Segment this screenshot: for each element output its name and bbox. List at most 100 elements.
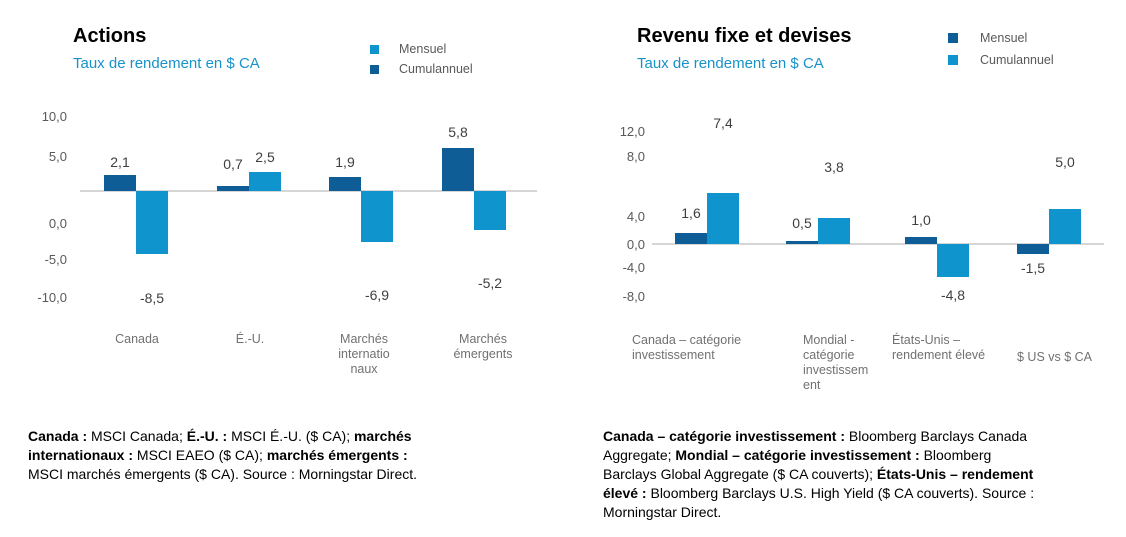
y-tick-label: 10,0 [41, 109, 67, 124]
legend-swatch-cumulannuel [370, 64, 379, 74]
legend-label-cumulannuel: Cumulannuel [980, 53, 1054, 67]
zero-axis-line [80, 190, 537, 192]
legend-item-cumulannuel: Cumulannuel [948, 53, 1054, 67]
y-tick-label: -4,0 [622, 260, 645, 275]
legend-item-cumulannuel: Cumulannuel [370, 62, 473, 76]
legend-swatch-cumulannuel [948, 55, 958, 65]
legend-label-mensuel: Mensuel [980, 31, 1028, 45]
footnote-text: Bloomberg [919, 447, 992, 463]
bar-mensuel-u [249, 172, 281, 191]
bar-mensuel-us-vs-ca [1017, 244, 1049, 254]
footnote-line: Barclays Global Aggregate ($ CA couverts… [603, 465, 1034, 484]
footnote-term: Canada – catégorie investissement : [603, 428, 845, 444]
value-label-mensuel-mondial-cat-gorie-investissement: 0,5 [792, 215, 812, 231]
footnote-term: internationaux : [28, 447, 134, 463]
y-tick-label: 0,0 [48, 216, 67, 231]
value-label-cumulannuel-us-vs-ca: 5,0 [1055, 154, 1075, 170]
footnote-text: Bloomberg Barclays U.S. High Yield ($ CA… [646, 485, 1035, 501]
bar-mensuel-canada-cat-gorie-investissement [675, 233, 707, 244]
chart-subtitle-actions: Taux de rendement en $ CA [73, 55, 260, 72]
category-label-march-s-internationaux: Marchés internatio naux [338, 332, 390, 376]
footnote-line: Aggregate; Mondial – catégorie investiss… [603, 446, 1034, 465]
bar-cumulannuel-canada-cat-gorie-investissement [707, 193, 739, 244]
bar-cumulannuel-tats-unis-rendement-lev [937, 244, 969, 277]
bar-cumulannuel-us-vs-ca [1049, 209, 1081, 244]
chart-subtitle-revenu-fixe: Taux de rendement en $ CA [637, 55, 824, 72]
bar-mensuel-canada [136, 191, 168, 254]
zero-axis-line [652, 243, 1104, 245]
footnote-line: élevé : Bloomberg Barclays U.S. High Yie… [603, 484, 1034, 503]
bar-cumulannuel-u [217, 186, 249, 191]
footnote-text: MSCI EAEO ($ CA); [133, 447, 267, 463]
category-label-mondial-cat-gorie-investissement: Mondial - catégorie investissem ent [803, 333, 869, 392]
legend-swatch-mensuel [370, 44, 379, 54]
footnote-term: É.-U. : [186, 428, 228, 444]
y-tick-label: 0,0 [626, 237, 645, 252]
value-label-mensuel-march-s-mergents: -5,2 [477, 275, 503, 291]
footnote-actions: Canada : MSCI Canada; É.-U. : MSCI É.-U.… [28, 427, 417, 484]
bar-mensuel-mondial-cat-gorie-investissement [786, 241, 818, 244]
chart-title-revenu-fixe: Revenu fixe et devises [637, 25, 852, 47]
footnote-line: Canada : MSCI Canada; É.-U. : MSCI É.-U.… [28, 427, 417, 446]
footnote-term: élevé : [603, 485, 647, 501]
y-tick-label: 12,0 [619, 124, 645, 139]
footnote-text: MSCI marchés émergents ($ CA). Source : … [28, 466, 418, 482]
value-label-mensuel-canada-cat-gorie-investissement: 1,6 [681, 205, 701, 221]
legend-item-mensuel: Mensuel [370, 42, 446, 56]
footnote-line: MSCI marchés émergents ($ CA). Source : … [28, 465, 417, 484]
footnote-line: Morningstar Direct. [603, 503, 1034, 522]
y-tick-label: 5,0 [48, 149, 67, 164]
value-label-cumulannuel-u: 0,7 [223, 156, 243, 172]
value-label-cumulannuel-march-s-internationaux: 1,9 [335, 154, 355, 170]
footnote-term: Canada : [28, 428, 88, 444]
footnote-revenu-fixe: Canada – catégorie investissement : Bloo… [603, 427, 1034, 522]
value-label-mensuel-u: 2,5 [255, 149, 275, 165]
bar-mensuel-tats-unis-rendement-lev [905, 237, 937, 244]
footnote-text: MSCI É.-U. ($ CA); [227, 428, 354, 444]
bar-cumulannuel-canada [104, 175, 136, 191]
category-label-canada-cat-gorie-investissement: Canada – catégorie investissement [632, 333, 742, 362]
category-label-march-s-mergents: Marchés émergents [453, 332, 513, 361]
value-label-cumulannuel-tats-unis-rendement-lev: -4,8 [940, 287, 966, 303]
footnote-term: marchés [353, 428, 412, 444]
category-label-us-vs-ca: $ US vs $ CA [1017, 350, 1093, 364]
value-label-mensuel-march-s-internationaux: -6,9 [364, 287, 390, 303]
footnote-text: MSCI Canada; [87, 428, 187, 444]
value-label-cumulannuel-canada-cat-gorie-investissement: 7,4 [713, 115, 733, 131]
bar-cumulannuel-mondial-cat-gorie-investissement [818, 218, 850, 244]
value-label-cumulannuel-canada: 2,1 [110, 154, 130, 170]
value-label-mensuel-tats-unis-rendement-lev: 1,0 [911, 212, 931, 228]
category-label-tats-unis-rendement-lev: États-Unis – rendement élevé [892, 333, 986, 362]
value-label-mensuel-canada: -8,5 [139, 290, 165, 306]
y-tick-label: -8,0 [622, 289, 645, 304]
footnote-text: Aggregate; [603, 447, 676, 463]
value-label-mensuel-us-vs-ca: -1,5 [1020, 260, 1046, 276]
category-label-canada: Canada [115, 332, 159, 346]
legend-item-mensuel: Mensuel [948, 31, 1027, 45]
footnote-text: Barclays Global Aggregate ($ CA couverts… [603, 466, 877, 482]
footnote-text: Morningstar Direct. [603, 504, 722, 520]
y-tick-label: -5,0 [44, 252, 67, 267]
bar-cumulannuel-march-s-mergents [442, 148, 474, 191]
bar-cumulannuel-march-s-internationaux [329, 177, 361, 191]
legend-label-mensuel: Mensuel [399, 42, 447, 56]
legend-swatch-mensuel [948, 33, 958, 43]
footnote-term: États-Unis – rendement [876, 466, 1034, 482]
footnote-term: marchés émergents : [266, 447, 408, 463]
footnote-line: Canada – catégorie investissement : Bloo… [603, 427, 1034, 446]
footnote-text: Bloomberg Barclays Canada [845, 428, 1028, 444]
category-label-u: É.-U. [235, 332, 265, 346]
legend-label-cumulannuel: Cumulannuel [399, 62, 473, 76]
footnote-line: internationaux : MSCI EAEO ($ CA); march… [28, 446, 417, 465]
y-tick-label: -10,0 [37, 290, 67, 305]
footnote-term: Mondial – catégorie investissement : [675, 447, 920, 463]
chart-title-actions: Actions [73, 25, 147, 47]
y-tick-label: 4,0 [626, 209, 645, 224]
y-tick-label: 8,0 [626, 149, 645, 164]
bar-mensuel-march-s-mergents [474, 191, 506, 230]
value-label-cumulannuel-mondial-cat-gorie-investissement: 3,8 [824, 159, 844, 175]
bar-mensuel-march-s-internationaux [361, 191, 393, 242]
